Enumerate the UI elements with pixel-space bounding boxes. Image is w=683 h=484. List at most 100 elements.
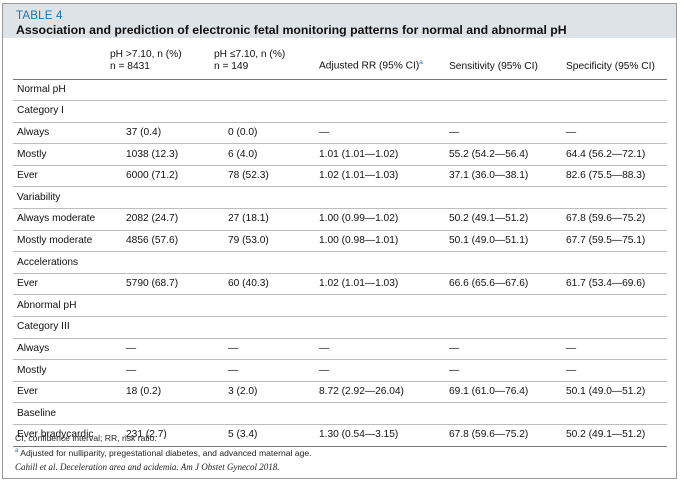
empty-cell: [210, 251, 315, 274]
table-cell: 231 (2.7): [106, 424, 210, 447]
table-cell: 64.4 (56.2—72.1): [562, 143, 667, 166]
empty-cell: [445, 402, 562, 425]
header-ph-normal: pH >7.10, n (%) n = 8431: [106, 46, 210, 80]
table-cell: 82.6 (75.5—88.3): [562, 165, 667, 188]
table-cell: —: [315, 338, 445, 361]
table-row: Mostly — — — — —: [13, 359, 667, 382]
section-label: Accelerations: [13, 251, 106, 274]
data-table: pH >7.10, n (%) n = 8431 pH ≤7.10, n (%)…: [13, 46, 667, 447]
table-cell: —: [315, 359, 445, 382]
header-sensitivity: Sensitivity (95% CI): [445, 46, 562, 80]
row-label: Ever bradycardic: [13, 424, 106, 447]
table-cell: —: [562, 122, 667, 145]
table-cell: 0 (0.0): [210, 122, 315, 145]
section-row: Variability: [13, 186, 667, 210]
table-cell: —: [210, 359, 315, 382]
empty-cell: [210, 316, 315, 339]
table-cell: 8.72 (2.92—26.04): [315, 381, 445, 404]
section-row: Category III: [13, 316, 667, 339]
table-label: TABLE 4: [16, 10, 63, 22]
table-title: Association and prediction of electronic…: [16, 23, 567, 37]
row-label: Ever: [13, 273, 106, 296]
header-ph-abnormal-line1: pH ≤7.10, n (%): [214, 48, 286, 60]
footnote-marker: a: [15, 448, 19, 455]
table-cell: 1.00 (0.98—1.01): [315, 230, 445, 253]
empty-cell: [315, 79, 445, 102]
empty-cell: [106, 186, 210, 210]
table-cell: 27 (18.1): [210, 208, 315, 231]
table-cell: 5790 (68.7): [106, 273, 210, 296]
table-cell: 2082 (24.7): [106, 208, 210, 231]
section-label: Variability: [13, 186, 106, 210]
empty-cell: [315, 294, 445, 318]
table-frame: [2, 3, 677, 479]
header-row: pH >7.10, n (%) n = 8431 pH ≤7.10, n (%)…: [13, 46, 667, 80]
empty-cell: [445, 100, 562, 123]
section-label: Abnormal pH: [13, 294, 106, 318]
section-label: Category I: [13, 100, 106, 123]
table-row: Always moderate 2082 (24.7) 27 (18.1) 1.00 …: [13, 208, 667, 231]
table-cell: 1.01 (1.01—1.02): [315, 143, 445, 166]
table-cell: 1.02 (1.01—1.03): [315, 165, 445, 188]
empty-cell: [445, 251, 562, 274]
footnote-adjustment: a Adjusted for nulliparity, pregestation…: [15, 448, 312, 458]
table-cell: 61.7 (53.4—69.6): [562, 273, 667, 296]
empty-cell: [106, 100, 210, 123]
footnote-abbreviations: CI, confidence interval; RR, risk ratio.: [15, 433, 157, 443]
table-row: Always — — — — —: [13, 338, 667, 361]
empty-cell: [106, 402, 210, 425]
table-cell: 5 (3.4): [210, 424, 315, 447]
row-label: Mostly: [13, 359, 106, 382]
table-cell: 37 (0.4): [106, 122, 210, 145]
empty-cell: [562, 294, 667, 318]
empty-cell: [210, 186, 315, 210]
header-specificity: Specificity (95% CI): [562, 46, 667, 80]
empty-cell: [106, 79, 210, 102]
empty-cell: [445, 294, 562, 318]
empty-cell: [315, 251, 445, 274]
header-blank: [13, 46, 106, 80]
section-row: Abnormal pH: [13, 294, 667, 318]
row-label: Always: [13, 338, 106, 361]
row-label: Always moderate: [13, 208, 106, 231]
header-ph-abnormal: pH ≤7.10, n (%) n = 149: [210, 46, 315, 80]
section-label: Baseline: [13, 402, 106, 425]
row-label: Always: [13, 122, 106, 145]
table-title-bar: TABLE 4 Association and prediction of el…: [3, 4, 676, 38]
table-cell: 3 (2.0): [210, 381, 315, 404]
table-cell: 50.2 (49.1—51.2): [562, 424, 667, 447]
table-cell: 1038 (12.3): [106, 143, 210, 166]
table-cell: —: [106, 359, 210, 382]
empty-cell: [562, 251, 667, 274]
empty-cell: [210, 79, 315, 102]
table-cell: 50.1 (49.0—51.1): [445, 230, 562, 253]
table-cell: —: [445, 122, 562, 145]
empty-cell: [445, 316, 562, 339]
section-row: Accelerations: [13, 251, 667, 274]
table-row: Always 37 (0.4) 0 (0.0) — — —: [13, 122, 667, 145]
table-row: Ever 6000 (71.2) 78 (52.3) 1.02 (1.01—1.03)…: [13, 165, 667, 188]
citation: Cahill et al. Deceleration area and acid…: [15, 462, 280, 472]
section-row: Category I: [13, 100, 667, 123]
empty-cell: [210, 402, 315, 425]
empty-cell: [562, 316, 667, 339]
empty-cell: [210, 100, 315, 123]
header-footnote-marker: a: [419, 59, 423, 67]
empty-cell: [445, 79, 562, 102]
row-label: Mostly moderate: [13, 230, 106, 253]
table-cell: 78 (52.3): [210, 165, 315, 188]
table-cell: 69.1 (61.0—76.4): [445, 381, 562, 404]
empty-cell: [315, 402, 445, 425]
header-ph-normal-line2: n = 8431: [110, 60, 150, 72]
table-cell: —: [210, 338, 315, 361]
section-row: Normal pH: [13, 79, 667, 102]
table-cell: —: [445, 359, 562, 382]
empty-cell: [315, 316, 445, 339]
table-cell: 50.1 (49.0—51.2): [562, 381, 667, 404]
empty-cell: [562, 79, 667, 102]
table-cell: 67.8 (59.6—75.2): [445, 424, 562, 447]
section-label: Category III: [13, 316, 106, 339]
empty-cell: [315, 100, 445, 123]
table-row: Mostly moderate 4856 (57.6) 79 (53.0) 1.00 …: [13, 230, 667, 253]
table-row: Ever bradycardic 231 (2.7) 5 (3.4) 1.30 (0.…: [13, 424, 667, 447]
